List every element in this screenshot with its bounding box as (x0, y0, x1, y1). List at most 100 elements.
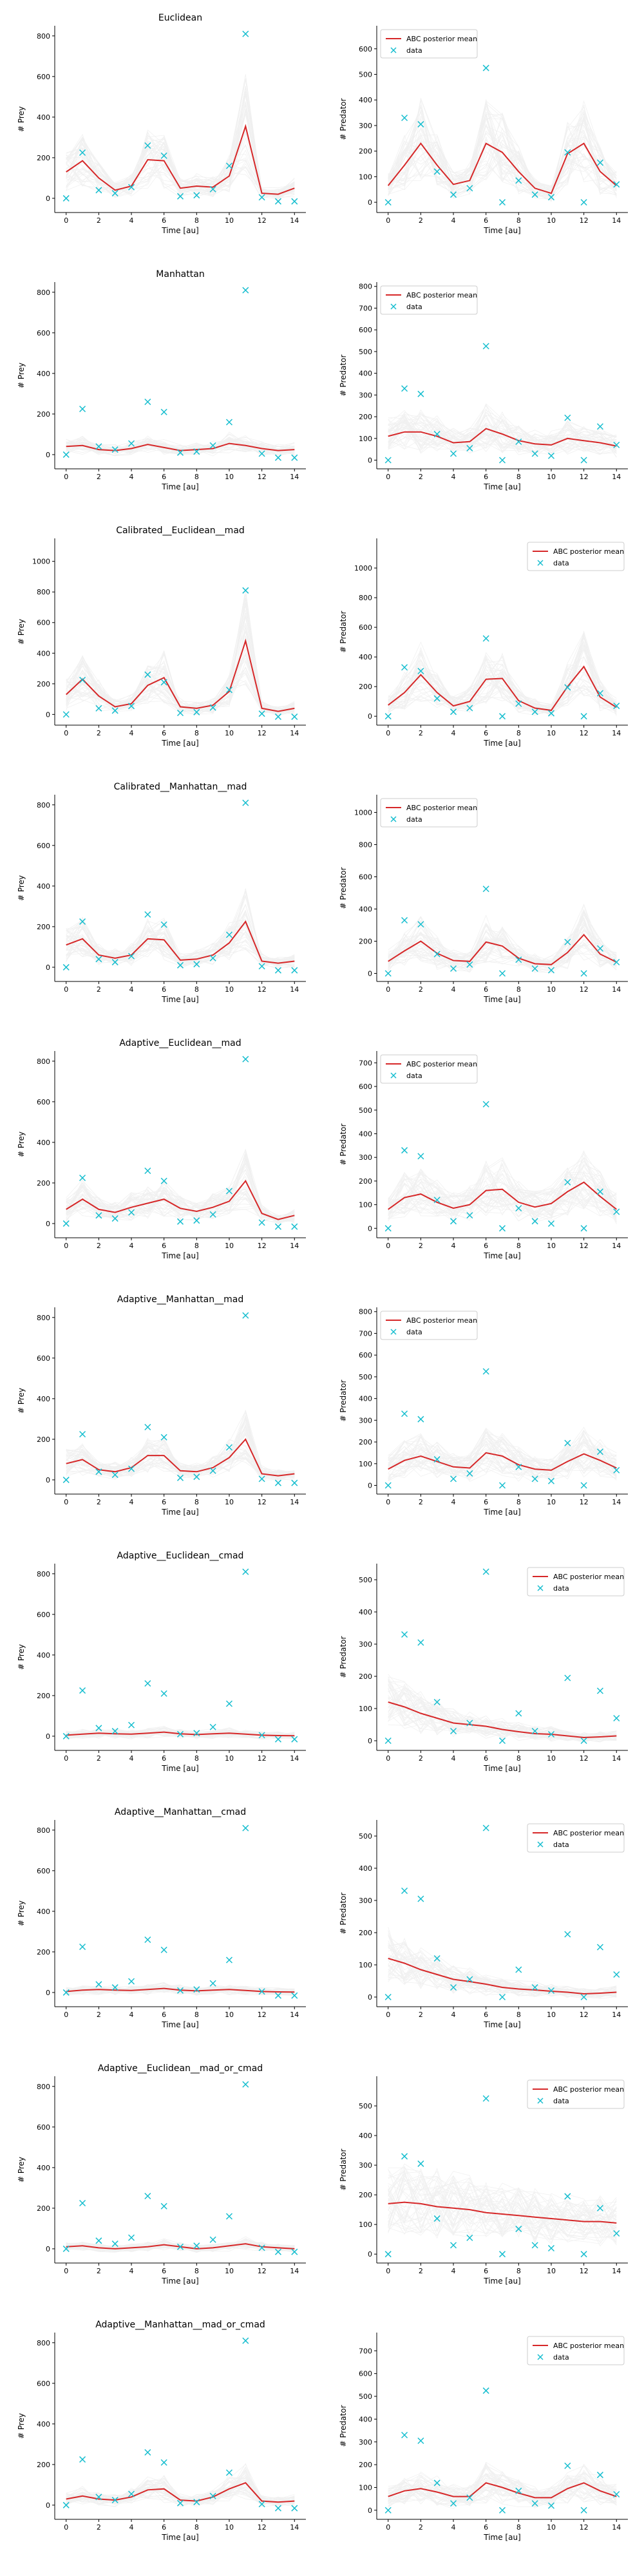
sample-line (66, 1432, 295, 1482)
data-point-stroke (384, 1993, 392, 2001)
sample-line (388, 1432, 617, 1477)
sample-line (388, 1428, 617, 1476)
sample-line (66, 91, 295, 196)
sample-line (388, 102, 617, 197)
data-point-stroke (225, 2469, 233, 2476)
x-tick-label: 12 (258, 1242, 267, 1250)
data-point-stroke (209, 1467, 216, 1474)
sample-line (388, 1174, 617, 1222)
sample-line (388, 2190, 617, 2236)
y-tick-label: 0 (46, 1732, 50, 1741)
x-axis-label: Time [au] (483, 1508, 521, 1517)
x-tick-label: 2 (419, 1498, 423, 1506)
sample-line (66, 2240, 295, 2252)
data-point (258, 2501, 265, 2508)
data-point (144, 1680, 151, 1687)
y-tick-label: 500 (359, 1373, 372, 1381)
sample-line (388, 2169, 617, 2244)
x-axis-label: Time [au] (161, 226, 199, 235)
x-tick-label: 10 (547, 985, 556, 994)
sample-line (388, 146, 617, 196)
sample-line (388, 655, 617, 710)
y-tick-label: 800 (37, 32, 50, 41)
sample-line (66, 1985, 295, 1996)
data-point-stroke (515, 1966, 522, 1973)
y-tick-label: 200 (37, 1435, 50, 1444)
legend-label: ABC posterior mean (406, 804, 477, 812)
sample-line (66, 1149, 295, 1220)
data-point-stroke (193, 708, 200, 715)
sample-line (388, 413, 617, 453)
sample-line (388, 1164, 617, 1218)
sample-line (388, 113, 617, 199)
data-point-stroke (274, 198, 281, 205)
y-tick-label: 200 (359, 2461, 372, 2469)
data-point (531, 708, 538, 715)
sample-line (66, 599, 295, 712)
data-point (580, 1482, 587, 1489)
data-point-stroke (450, 2242, 457, 2249)
sample-line (66, 2487, 295, 2505)
x-tick-label: 14 (290, 1754, 299, 1763)
legend-frame (527, 2336, 625, 2365)
data-point (498, 2251, 506, 2258)
sample-line (66, 138, 295, 198)
data-point (515, 2226, 522, 2233)
x-tick-label: 0 (64, 1754, 68, 1763)
sample-line (66, 1162, 295, 1220)
data-point (128, 1209, 135, 1216)
data-point (176, 961, 184, 969)
y-axis-label: # Prey (17, 106, 26, 132)
data-point (466, 2494, 473, 2501)
data-point-stroke (144, 1936, 151, 1944)
posterior-samples (388, 97, 617, 202)
x-tick-label: 8 (516, 1754, 521, 1763)
data-point (466, 1719, 473, 1727)
legend-label: data (553, 559, 569, 567)
data-point-stroke (209, 1211, 216, 1218)
legend-marker-stroke (390, 1072, 397, 1079)
x-axis-label: Time [au] (483, 739, 521, 748)
sample-line (388, 2188, 617, 2238)
sample-line (66, 889, 295, 965)
y-tick-label: 800 (37, 289, 50, 297)
y-tick-label: 600 (37, 73, 50, 81)
sample-line (388, 1435, 617, 1481)
x-tick-label: 4 (129, 216, 134, 225)
y-tick-label: 100 (359, 2483, 372, 2492)
sample-line (388, 1150, 617, 1219)
x-tick-label: 8 (516, 216, 521, 225)
sample-line (388, 1426, 617, 1475)
data-point-stroke (209, 442, 216, 449)
x-tick-label: 12 (258, 2011, 267, 2019)
sample-line (66, 1730, 295, 1739)
data-point-stroke (160, 921, 167, 928)
x-tick-label: 0 (64, 2267, 68, 2275)
x-tick-label: 10 (225, 985, 234, 994)
sample-line (388, 659, 617, 714)
sample-line (388, 909, 617, 973)
y-tick-label: 800 (359, 594, 372, 602)
legend-marker-swatch (390, 1072, 397, 1079)
data-point (547, 2502, 555, 2509)
sample-line (388, 2474, 617, 2506)
sample-line (388, 141, 617, 196)
data-point-stroke (498, 1993, 506, 2001)
data-point-stroke (401, 1631, 408, 1638)
data-point (564, 1439, 571, 1446)
y-tick-label: 400 (359, 1864, 372, 1873)
sample-line (388, 916, 617, 971)
data-point (274, 1479, 281, 1486)
data-point (515, 1966, 522, 1973)
x-tick-label: 6 (484, 2267, 488, 2275)
legend-label: data (406, 1328, 422, 1336)
sample-line (66, 647, 295, 715)
data-point-stroke (417, 2437, 424, 2445)
data-point-stroke (613, 2230, 620, 2237)
y-axis-label: # Predator (339, 98, 348, 140)
data-point-stroke (384, 713, 392, 720)
sample-line (388, 1680, 617, 1741)
sample-line (388, 922, 617, 972)
